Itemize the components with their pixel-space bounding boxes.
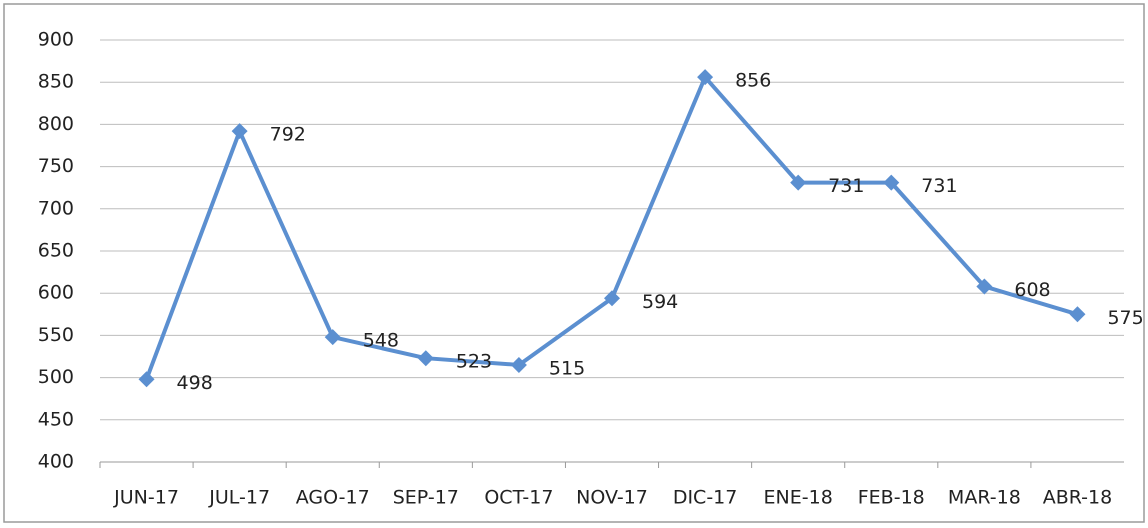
marker — [510, 356, 527, 373]
x-tick-label: AGO-17 — [296, 487, 370, 509]
x-tick-label: ABR-18 — [1043, 487, 1113, 509]
y-tick-label: 750 — [38, 155, 74, 177]
y-tick-label: 550 — [38, 324, 74, 346]
y-tick-label: 850 — [38, 71, 74, 93]
data-label: 594 — [642, 291, 678, 313]
data-label: 515 — [549, 357, 585, 379]
marker — [417, 350, 434, 367]
data-label: 731 — [828, 175, 864, 197]
x-tick-label: NOV-17 — [576, 487, 648, 509]
data-label: 548 — [363, 330, 399, 352]
y-tick-label: 650 — [38, 240, 74, 262]
x-tick-label: OCT-17 — [484, 487, 553, 509]
data-label: 731 — [921, 175, 957, 197]
y-tick-label: 700 — [38, 197, 74, 219]
x-tick-label: MAR-18 — [948, 487, 1021, 509]
x-tick-label: JUN-17 — [113, 487, 179, 509]
x-tick-label: FEB-18 — [858, 487, 925, 509]
data-label: 498 — [177, 372, 213, 394]
marker — [697, 69, 714, 86]
data-label: 856 — [735, 70, 771, 92]
chart-border — [3, 3, 1145, 523]
y-tick-label: 450 — [38, 408, 74, 430]
marker — [976, 278, 993, 295]
data-label: 608 — [1014, 279, 1050, 301]
marker — [604, 290, 620, 307]
x-tick-label: SEP-17 — [393, 487, 459, 509]
x-tick-label: JUL-17 — [208, 487, 270, 509]
y-tick-label: 800 — [38, 113, 74, 135]
y-tick-label: 900 — [38, 29, 74, 51]
y-tick-label: 400 — [38, 451, 74, 473]
marker — [231, 123, 248, 140]
x-tick-label: ENE-18 — [764, 487, 833, 509]
marker — [324, 329, 341, 346]
y-tick-label: 600 — [38, 282, 74, 304]
marker — [138, 371, 155, 388]
data-label: 575 — [1107, 307, 1143, 329]
data-label: 523 — [456, 351, 492, 373]
x-tick-label: DIC-17 — [673, 487, 738, 509]
data-label: 792 — [270, 124, 306, 146]
marker — [790, 174, 807, 191]
y-tick-label: 500 — [38, 366, 74, 388]
marker — [1069, 306, 1086, 323]
marker — [883, 174, 900, 191]
